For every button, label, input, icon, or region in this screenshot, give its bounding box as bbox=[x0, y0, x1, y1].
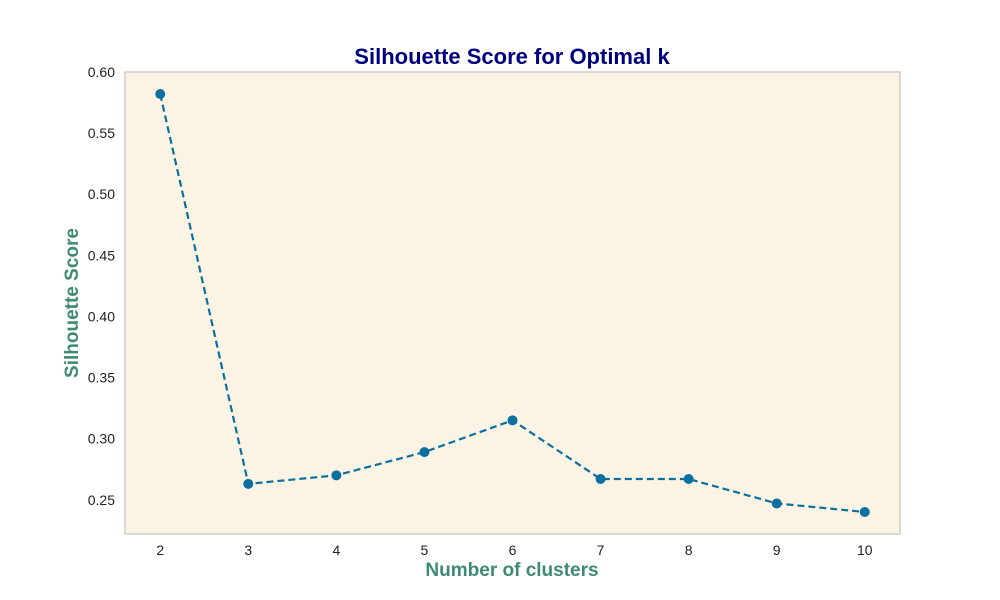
x-tick-label: 10 bbox=[857, 542, 873, 558]
y-tick-label: 0.50 bbox=[88, 186, 115, 202]
y-axis-label: Silhouette Score bbox=[62, 228, 83, 378]
y-tick-label: 0.30 bbox=[88, 431, 115, 447]
y-tick-label: 0.55 bbox=[88, 125, 115, 141]
x-tick-label: 7 bbox=[597, 542, 605, 558]
x-tick-label: 5 bbox=[421, 542, 429, 558]
data-point bbox=[243, 478, 254, 489]
data-point bbox=[595, 474, 606, 484]
data-point bbox=[419, 447, 430, 458]
data-point bbox=[507, 415, 518, 426]
data-point bbox=[683, 474, 694, 484]
y-tick-label: 0.25 bbox=[88, 492, 115, 508]
x-tick-label: 3 bbox=[244, 542, 252, 558]
x-tick-label: 6 bbox=[509, 542, 517, 558]
x-tick-label: 8 bbox=[685, 542, 693, 558]
y-tick-label: 0.40 bbox=[88, 308, 115, 324]
y-tick-label: 0.60 bbox=[88, 64, 115, 80]
x-axis-label: Number of clusters bbox=[425, 560, 598, 581]
y-tick-label: 0.45 bbox=[88, 247, 115, 263]
y-tick-label: 0.35 bbox=[88, 370, 115, 386]
x-tick-label: 4 bbox=[332, 542, 340, 558]
x-tick-label: 2 bbox=[156, 542, 164, 558]
plot-area bbox=[124, 71, 901, 535]
y-tick-labels: 0.25 0.30 0.35 0.40 0.45 0.50 0.55 0.60 bbox=[88, 64, 115, 508]
data-point bbox=[859, 507, 870, 517]
series-points bbox=[155, 89, 870, 517]
chart-title: Silhouette Score for Optimal k bbox=[354, 44, 670, 69]
data-point bbox=[771, 498, 782, 509]
x-tick-label: 9 bbox=[773, 542, 781, 558]
x-tick-labels: 2 3 4 5 6 7 8 9 10 bbox=[156, 542, 872, 558]
data-point bbox=[331, 470, 342, 481]
data-point bbox=[155, 89, 166, 99]
